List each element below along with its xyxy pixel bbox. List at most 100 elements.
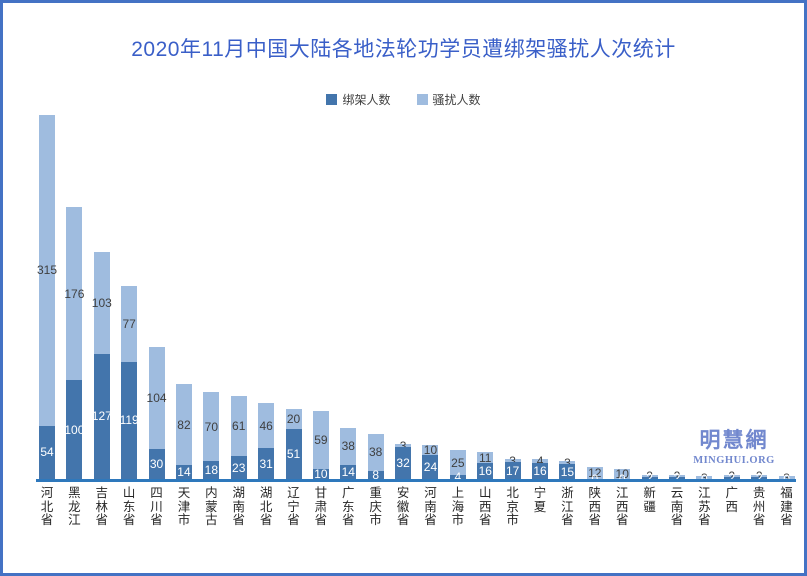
x-axis-label: 山西省 xyxy=(478,486,492,527)
bar-column: 176 100 xyxy=(64,111,84,479)
bar-value-label: 20 xyxy=(286,411,301,426)
legend-label-kidnapped: 绑架人数 xyxy=(342,93,391,107)
bar-column: 70 18 xyxy=(203,111,220,479)
bar-value-label: 54 xyxy=(40,445,54,460)
bar-column: 46 31 xyxy=(258,111,275,479)
bar-column: 120 xyxy=(586,111,603,485)
bar-value-label: 15 xyxy=(560,464,575,479)
bar-segment-harassed: 176 xyxy=(64,206,84,381)
bar-value-label: 119 xyxy=(119,413,139,428)
bar-value-label: 30 xyxy=(149,457,164,472)
bar-value-label: 31 xyxy=(259,456,273,471)
bar-value-label: 4 xyxy=(536,454,544,469)
bar-segment-kidnapped: 100 xyxy=(64,380,84,479)
bar-value-label: 4 xyxy=(454,470,462,485)
bar-value-label: 100 xyxy=(64,422,85,437)
x-axis-label: 甘肃省 xyxy=(314,486,328,527)
legend-swatch-kidnapped-icon xyxy=(326,94,338,105)
bar-value-label: 2 xyxy=(646,471,653,485)
x-axis-label: 广西 xyxy=(725,486,739,514)
x-axis-label: 辽宁省 xyxy=(287,486,300,527)
bar-value-label: 11 xyxy=(479,450,492,465)
x-axis-label: 内蒙古 xyxy=(205,486,218,527)
x-axis-label: 重庆市 xyxy=(369,486,382,527)
bar-value-label: 2 xyxy=(728,469,736,483)
bar-column: 11 16 xyxy=(477,111,494,479)
bar-value-label: 2 xyxy=(673,471,681,485)
bar-column: 38 14 xyxy=(340,111,357,479)
bar-segment-harassed: 3 xyxy=(696,472,713,484)
bar-segment-harassed: 25 xyxy=(449,450,466,476)
bar-value-label: 77 xyxy=(122,316,136,331)
bar-column: 103 127 xyxy=(92,111,112,479)
bar-value-label: 46 xyxy=(259,418,273,433)
bar-segment-kidnapped: 30 xyxy=(148,449,165,479)
bar-segment-harassed: 59 xyxy=(312,410,329,470)
bar-segment-kidnapped: 127 xyxy=(92,353,112,479)
bar-value-label: 315 xyxy=(36,263,58,278)
x-axis-label: 云南省 xyxy=(670,486,684,527)
bar-segment-kidnapped: 4 xyxy=(449,471,466,483)
bar-segment-kidnapped: 15 xyxy=(559,464,576,479)
bar-column: 61 23 xyxy=(230,111,247,479)
bar-value-label: 104 xyxy=(146,391,167,406)
bar-value-label: 8 xyxy=(372,468,380,483)
bar-segment-harassed: 10 xyxy=(422,444,439,456)
bar-column: 82 14 xyxy=(175,111,192,479)
bar-column: 3 15 xyxy=(559,111,576,479)
x-axis-label: 湖南省 xyxy=(232,486,245,527)
legend: 绑架人数 骚扰人数 xyxy=(3,91,804,108)
bar-value-label: 25 xyxy=(451,455,465,470)
bar-segment-kidnapped: 10 xyxy=(312,468,329,480)
bar-segment-kidnapped: 54 xyxy=(39,425,55,479)
bar-segment-harassed: 10 xyxy=(614,468,631,480)
bar-column: 3 17 xyxy=(504,111,521,479)
x-axis-label: 宁夏 xyxy=(533,486,547,514)
bar-value-label: 14 xyxy=(341,465,355,480)
bar-segment-harassed: 61 xyxy=(230,396,247,457)
bar-column: 3 32 xyxy=(395,111,412,479)
bar-segment-harassed: 2 xyxy=(668,470,685,482)
legend-item-kidnapped: 绑架人数 xyxy=(326,91,391,108)
bar-value-label: 16 xyxy=(478,464,492,479)
bar-value-label: 2 xyxy=(673,469,681,483)
bar-segment-kidnapped: 2 xyxy=(723,472,740,484)
bar-segment-harassed: 20 xyxy=(285,409,302,429)
bar-segment-harassed: 315 xyxy=(37,115,57,426)
bar-value-label: 82 xyxy=(177,417,191,432)
bar-column: 10 24 xyxy=(422,111,439,479)
bar-column: 25 4 xyxy=(449,111,466,483)
bar-segment-kidnapped: 2 xyxy=(668,472,685,484)
x-axis-label: 吉林省 xyxy=(95,486,109,527)
bar-value-label: 51 xyxy=(286,446,301,461)
bar-segment-kidnapped: 32 xyxy=(395,447,412,479)
bar-segment-harassed: 70 xyxy=(203,392,220,462)
bar-segment-harassed: 2 xyxy=(641,470,658,482)
bar-segment-harassed: 46 xyxy=(258,403,275,449)
x-axis-label: 上海市 xyxy=(451,486,465,527)
bar-value-label: 10 xyxy=(615,467,629,482)
x-axis-label: 黑龙江 xyxy=(68,486,81,527)
bar-value-label: 176 xyxy=(64,286,85,301)
bar-value-label: 70 xyxy=(204,419,219,434)
bar-segment-harassed: 38 xyxy=(367,433,384,472)
bar-segment-kidnapped: 16 xyxy=(477,463,494,479)
bar-segment-kidnapped: 17 xyxy=(504,462,521,479)
bars-row: 315 54 176 100 103 127 77 119 104 30 82 14 70 18 61 23 4… xyxy=(37,111,795,485)
bar-segment-kidnapped: 2 xyxy=(641,472,658,484)
bar-segment-harassed: 103 xyxy=(92,252,112,354)
bar-value-label: 24 xyxy=(423,460,438,475)
bar-column: 315 54 xyxy=(37,111,57,479)
x-axis-label: 江苏省 xyxy=(698,486,711,527)
bar-segment-kidnapped: 51 xyxy=(285,428,302,479)
bar-segment-harassed: 11 xyxy=(477,452,494,464)
bar-value-label: 32 xyxy=(396,456,410,471)
bar-segment-harassed: 2 xyxy=(723,470,740,482)
bar-column: 4 16 xyxy=(532,111,549,479)
watermark-cjk: 明慧網 xyxy=(699,427,769,452)
x-axis-label: 四川省 xyxy=(150,486,163,527)
bar-segment-harassed: 3 xyxy=(778,472,795,484)
x-labels-row: 河北省 黑龙江 吉林省山东省 四川省 天津市 内蒙古 湖南省 湖北省 辽宁省 甘肃省 广东省 重庆市 安… xyxy=(39,486,795,528)
